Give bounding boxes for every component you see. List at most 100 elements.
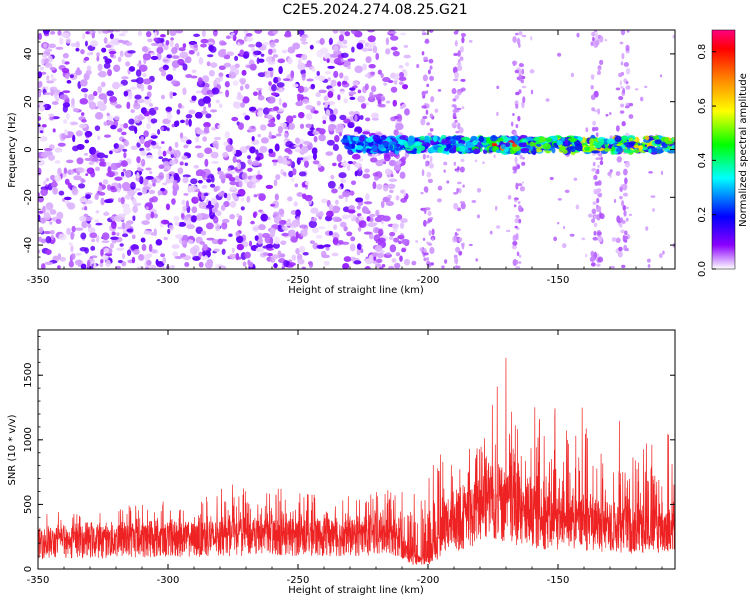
heat-cell — [95, 112, 104, 120]
heat-cell — [67, 131, 74, 136]
heat-cell — [166, 54, 173, 59]
heat-cell — [248, 240, 253, 247]
heat-cell — [170, 37, 174, 41]
heat-cell — [102, 179, 109, 185]
heat-cell — [372, 134, 381, 141]
heat-cell — [317, 226, 326, 230]
heat-cell — [137, 192, 143, 196]
heat-cell — [38, 33, 42, 40]
heat-cell — [40, 71, 47, 75]
heat-cell — [398, 81, 404, 86]
heat-cell — [426, 83, 430, 88]
heat-cell — [305, 113, 313, 120]
heat-cell — [400, 189, 405, 194]
heat-cell — [80, 49, 85, 55]
heat-cell — [196, 213, 203, 221]
heat-cell — [63, 196, 72, 201]
heat-cell — [100, 248, 104, 257]
colorbar-tick-label: 0.0 — [697, 261, 708, 277]
heat-cell — [162, 118, 171, 125]
heat-cell — [241, 69, 247, 76]
heat-cell — [255, 174, 263, 180]
heat-cell — [398, 240, 402, 245]
heat-cell — [96, 55, 100, 62]
heat-cell — [338, 172, 347, 179]
heat-cell — [297, 258, 305, 265]
heat-cell — [91, 255, 98, 259]
heat-cell — [518, 74, 523, 82]
heat-cell — [392, 99, 397, 107]
heat-cell — [390, 86, 398, 93]
heat-cell — [368, 64, 376, 69]
heat-cell — [145, 175, 154, 180]
heat-cell — [595, 157, 601, 161]
heat-cell — [514, 225, 518, 229]
heat-cell — [365, 56, 372, 64]
heat-cell — [386, 136, 391, 142]
heat-cell — [54, 147, 63, 153]
heat-cell — [386, 252, 391, 256]
heat-cell — [325, 109, 331, 117]
heat-cell — [147, 38, 153, 43]
heat-cell — [238, 122, 244, 131]
heat-cell — [136, 63, 141, 67]
heat-cell — [460, 78, 466, 82]
heat-cell — [458, 237, 463, 242]
heat-cell — [181, 199, 186, 205]
heat-cell — [377, 214, 386, 218]
heat-cell — [348, 91, 357, 95]
heat-cell — [351, 30, 358, 35]
heat-cell — [137, 167, 142, 172]
heat-cell — [221, 248, 226, 255]
heat-cell — [337, 81, 342, 87]
heat-cell — [518, 254, 522, 258]
heat-cell — [424, 39, 430, 44]
heat-cell — [359, 115, 364, 120]
heat-cell — [342, 80, 348, 85]
heat-cell — [54, 174, 62, 182]
heat-cell — [460, 137, 470, 141]
heat-cell — [426, 257, 430, 261]
heat-cell — [426, 122, 430, 126]
heat-cell — [655, 148, 664, 154]
heat-cell — [181, 155, 188, 160]
heat-cell — [352, 153, 361, 160]
heat-cell — [123, 140, 129, 147]
heat-cell — [273, 236, 280, 245]
heat-cell — [295, 231, 299, 239]
heat-cell — [42, 205, 46, 214]
colorbar: 0.0 0.2 0.4 0.6 0.8 Normalized spectral ampl… — [697, 29, 749, 277]
heat-cell — [67, 182, 72, 189]
heat-cell — [456, 170, 460, 173]
heat-cell — [156, 145, 162, 150]
heat-cell — [269, 237, 274, 245]
heat-cell — [175, 234, 184, 239]
heat-cell — [258, 236, 263, 244]
heat-cell — [292, 168, 297, 176]
heat-cell — [553, 236, 558, 242]
heat-cell — [597, 67, 601, 75]
heat-cell — [660, 136, 669, 142]
heat-cell — [511, 143, 518, 148]
heat-cell — [38, 236, 43, 242]
heat-cell — [589, 138, 595, 145]
heat-cell — [399, 171, 406, 180]
heat-cell — [367, 30, 376, 33]
heat-cell — [309, 44, 314, 50]
heat-cell — [611, 146, 616, 152]
heat-cell — [327, 77, 331, 82]
heat-cell — [45, 249, 52, 255]
heat-cell — [141, 220, 150, 225]
heat-cell — [607, 171, 612, 176]
heat-cell — [131, 234, 136, 240]
heat-cell — [174, 141, 179, 148]
heat-cell — [300, 69, 306, 75]
heat-cell — [84, 40, 88, 47]
heat-cell — [459, 166, 465, 173]
heat-cell — [165, 39, 170, 46]
heat-cell — [50, 74, 54, 79]
heat-cell — [142, 73, 147, 78]
heat-cell — [121, 131, 127, 136]
heat-cell — [185, 114, 193, 119]
heat-cell — [476, 187, 482, 193]
